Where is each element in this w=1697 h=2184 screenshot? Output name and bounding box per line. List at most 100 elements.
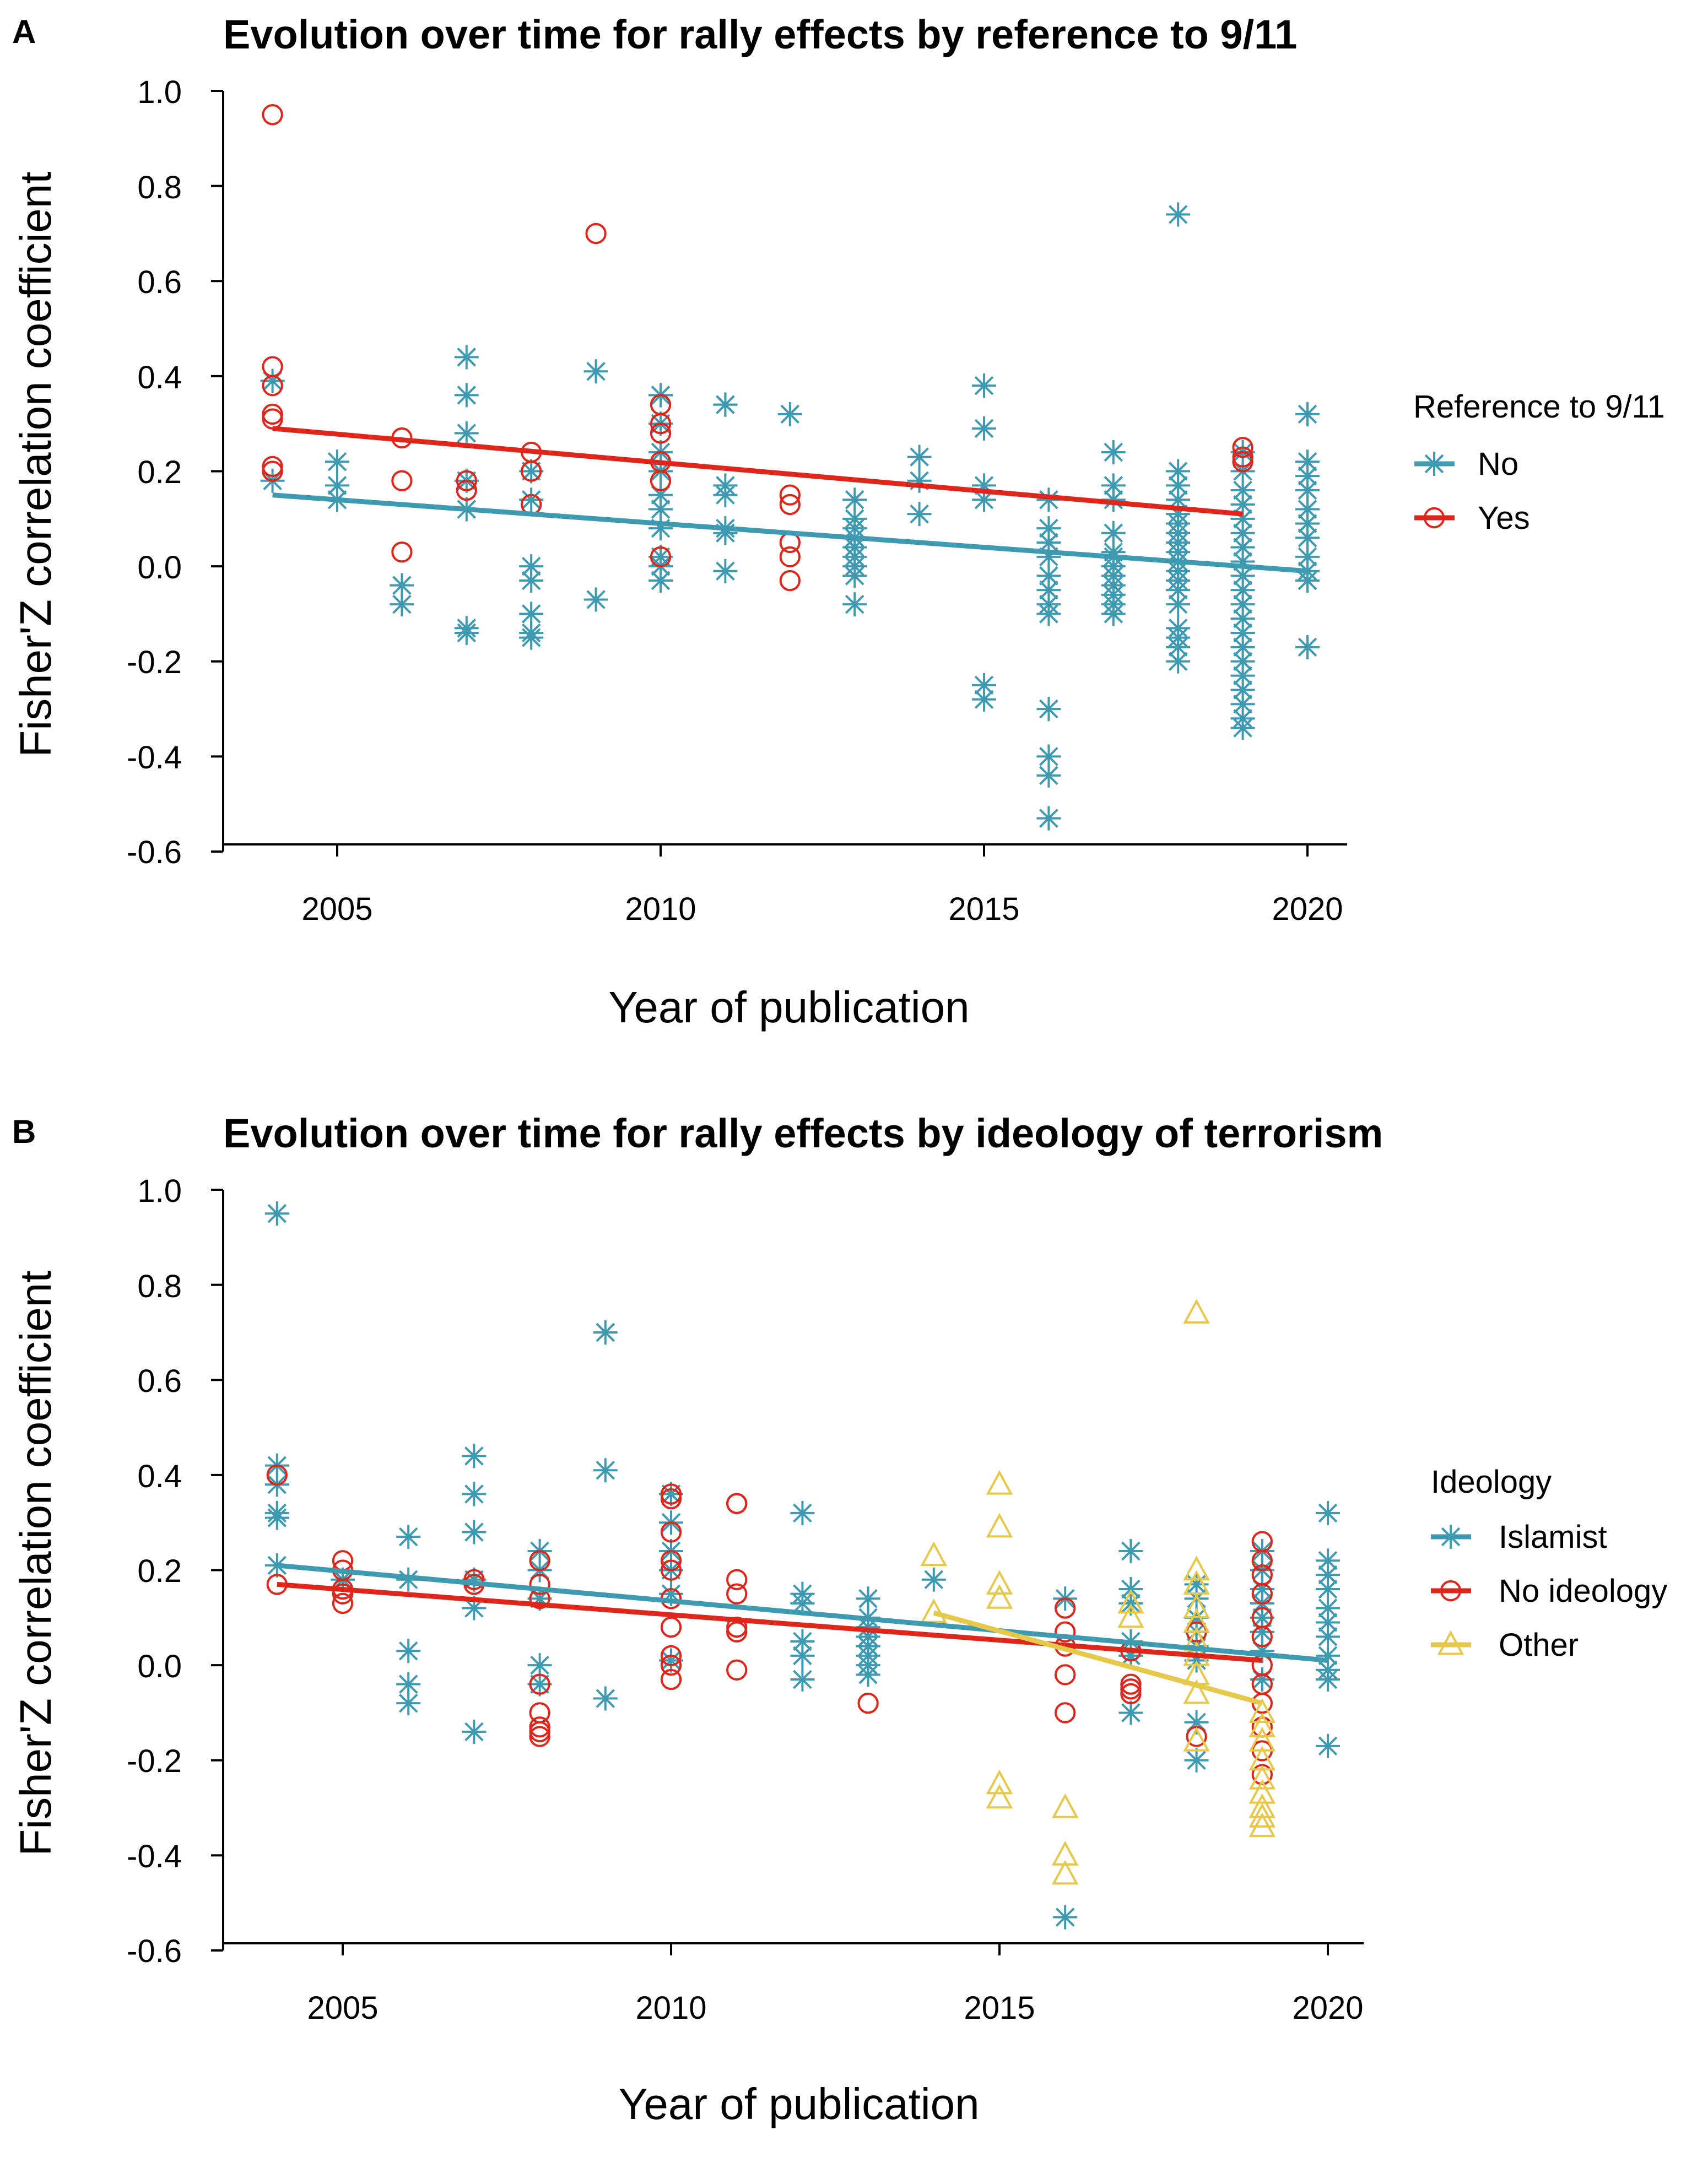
data-point [583, 359, 608, 384]
data-point [262, 375, 283, 397]
data-point [842, 592, 867, 617]
data-point [529, 1550, 550, 1571]
data-point [972, 373, 996, 398]
data-point [529, 1716, 550, 1738]
data-point [593, 1458, 618, 1483]
data-point [713, 483, 738, 507]
data-point [842, 563, 867, 588]
data-point [262, 104, 283, 126]
y-tick-label: 1.0 [137, 74, 182, 110]
data-point [726, 1659, 748, 1681]
data-point [1101, 473, 1126, 498]
data-point [921, 1567, 946, 1592]
legend-label-other: Other [1499, 1627, 1579, 1663]
trend-line-yes [272, 426, 1243, 517]
data-point [660, 1654, 682, 1676]
data-point [1051, 1860, 1079, 1885]
y-tick-label: 0.2 [137, 454, 182, 490]
data-point [777, 402, 802, 426]
x-axis-b: 2005 2010 2015 2020 [307, 1990, 1363, 2026]
data-point [779, 494, 801, 516]
data-point [519, 459, 544, 484]
data-point [986, 1784, 1013, 1809]
chart-title-a: Evolution over time for rally effects by… [223, 12, 1297, 57]
data-point [650, 470, 672, 491]
data-point [986, 1769, 1013, 1795]
axes-a [211, 90, 1347, 857]
data-point [1183, 1679, 1210, 1704]
data-point [266, 1464, 288, 1486]
data-point [660, 1483, 682, 1505]
data-point [1051, 1793, 1079, 1818]
data-point [907, 445, 932, 469]
data-point [856, 1586, 880, 1611]
y-tick-label: 1.0 [137, 1173, 182, 1209]
data-point [1055, 1621, 1076, 1643]
data-point [1120, 1678, 1142, 1700]
data-point [1295, 635, 1320, 659]
panel-b: B Evolution over time for rally effects … [11, 1110, 1667, 2128]
y-axis-b: -0.6 -0.4 -0.2 0.0 0.2 0.4 0.6 0.8 1.0 [127, 1173, 182, 1969]
data-point [790, 1667, 815, 1692]
data-point [391, 470, 413, 491]
data-point [1101, 601, 1126, 626]
data-point [660, 1521, 682, 1543]
data-point [332, 1592, 354, 1614]
x-tick-label: 2015 [948, 891, 1019, 927]
data-point [462, 1719, 487, 1744]
y-axis-title-a: Fisher'Z correlation coefficient [11, 171, 60, 757]
data-point [1316, 1733, 1340, 1758]
x-tick-label: 2020 [1292, 1990, 1363, 2026]
trend-line-islamist [277, 1563, 1328, 1663]
data-point [529, 1574, 550, 1595]
legend-title-a: Reference to 9/11 [1413, 389, 1665, 425]
data-point [790, 1500, 815, 1525]
data-point [650, 413, 672, 435]
data-point [396, 1525, 421, 1549]
data-point [593, 1320, 618, 1345]
data-point [1120, 1683, 1142, 1705]
data-point [660, 1668, 682, 1690]
data-point [1295, 525, 1320, 550]
data-point [1249, 1712, 1276, 1737]
data-point [907, 468, 932, 493]
data-point [726, 1569, 748, 1590]
data-point [262, 403, 283, 425]
data-point [1184, 1748, 1209, 1773]
data-point [396, 1691, 421, 1716]
data-point [1183, 1299, 1210, 1324]
data-point [713, 521, 738, 545]
legend-label-yes: Yes [1478, 500, 1530, 536]
data-point [527, 1672, 552, 1697]
data-point [390, 573, 414, 598]
y-tick-label: 0.2 [137, 1553, 182, 1589]
y-tick-label: -0.6 [127, 834, 182, 870]
data-point [262, 460, 283, 482]
data-point [1295, 511, 1320, 536]
y-tick-label: -0.2 [127, 1743, 182, 1779]
circle-icon [1440, 1580, 1462, 1602]
legend-item-yes: Yes [1414, 500, 1530, 536]
data-point [454, 345, 479, 370]
data-point [583, 587, 608, 612]
data-point [262, 408, 283, 430]
data-point [1316, 1577, 1340, 1602]
panel-a: A Evolution over time for rally effects … [11, 12, 1665, 1032]
data-point [856, 1662, 880, 1687]
data-point [1249, 1812, 1276, 1838]
data-point [519, 625, 544, 650]
data-point [713, 559, 738, 583]
legend-label-no-ideology: No ideology [1499, 1573, 1667, 1609]
data-point [650, 422, 672, 444]
data-point [1251, 1550, 1273, 1571]
data-point [1036, 806, 1061, 831]
legend-item-no: No [1414, 446, 1518, 482]
data-point [332, 1583, 354, 1605]
data-point [1183, 1594, 1210, 1619]
data-point [1295, 568, 1320, 593]
data-point [1232, 437, 1253, 458]
data-point [1249, 1803, 1276, 1828]
data-point [1316, 1667, 1340, 1692]
data-point [648, 516, 673, 541]
